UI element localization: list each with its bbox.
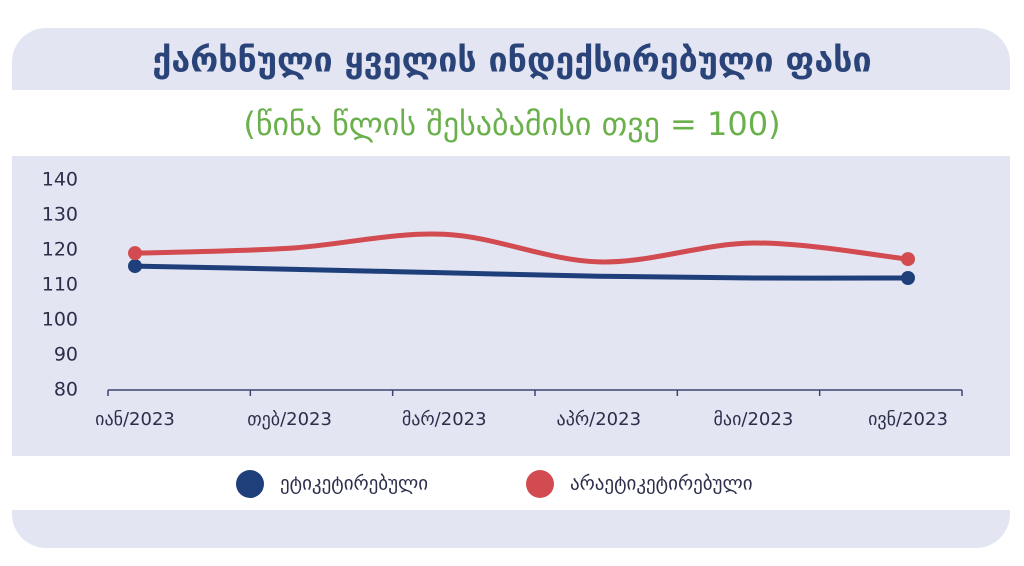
series-line: [132, 231, 911, 265]
y-tick-label: 110: [42, 274, 78, 296]
point-marker: [128, 259, 142, 274]
y-tick-label: 130: [42, 204, 78, 226]
x-tick-label: იან/2023: [95, 409, 175, 430]
legend-swatch: [526, 470, 554, 498]
chart-title: ქარხნული ყველის ინდექსირებული ფასი: [152, 41, 871, 81]
y-tick-label: 140: [42, 169, 78, 191]
panel: [12, 28, 1010, 548]
series-line: [132, 263, 911, 281]
legend-label: ეტიკეტირებული: [280, 473, 428, 495]
x-tick-label: თებ/2023: [247, 409, 332, 430]
x-tick-label: ივნ/2023: [868, 409, 948, 430]
y-tick-label: 90: [54, 344, 78, 366]
point-marker: [901, 271, 915, 285]
legend-label: არაეტიკეტირებული: [570, 473, 753, 495]
point-marker: [128, 246, 142, 261]
x-tick-label: მაი/2023: [714, 409, 794, 430]
legend-swatch: [236, 470, 264, 498]
chart-subtitle: (წინა წლის შესაბამისი თვე = 100): [243, 105, 780, 143]
legend-band: [12, 456, 1010, 510]
point-marker: [901, 252, 915, 267]
subtitle-band: [12, 90, 1010, 156]
x-tick-label: აპრ/2023: [557, 409, 641, 430]
y-tick-label: 100: [42, 309, 78, 331]
y-tick-label: 80: [54, 379, 78, 401]
x-tick-label: მარ/2023: [402, 409, 487, 430]
y-tick-label: 120: [42, 239, 78, 261]
